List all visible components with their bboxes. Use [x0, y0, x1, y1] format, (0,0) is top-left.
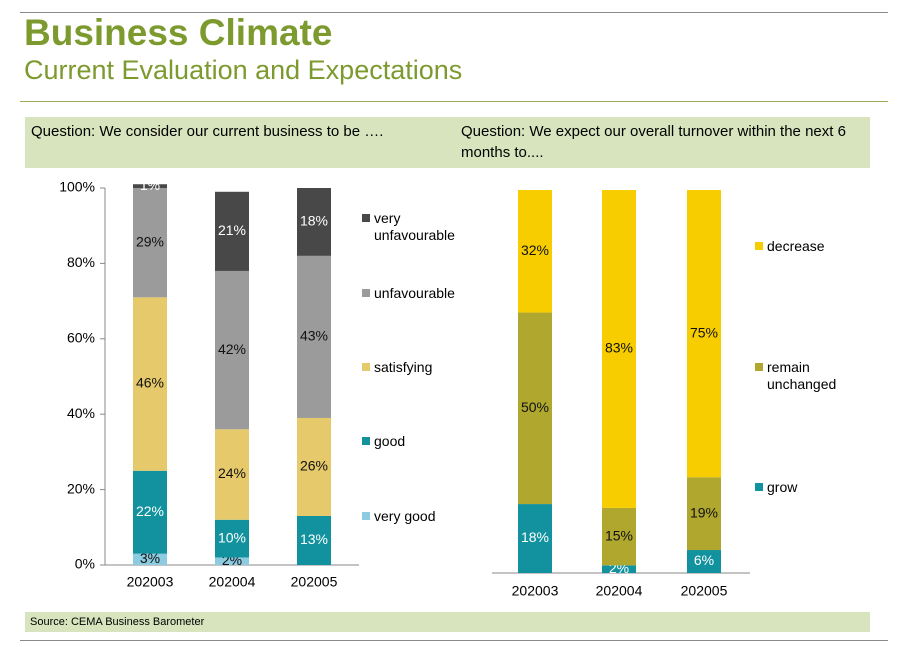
- bar-segment: [687, 550, 721, 573]
- y-tick-label: 40%: [67, 405, 95, 421]
- value-label: 1%: [140, 177, 160, 193]
- bar-segment: [602, 565, 636, 573]
- value-label: 24%: [218, 465, 246, 481]
- legend-label: grow: [767, 479, 798, 495]
- rule: [20, 101, 888, 102]
- x-tick-label: 202003: [127, 574, 174, 590]
- legend-swatch: [755, 363, 763, 371]
- legend-item: remain unchanged: [755, 359, 850, 393]
- legend-label: good: [374, 433, 406, 449]
- value-label: 26%: [300, 458, 328, 474]
- bar-segment: [297, 417, 331, 516]
- legend-swatch: [362, 437, 370, 445]
- bar-segment: [518, 190, 552, 313]
- value-label: 50%: [521, 399, 549, 415]
- legend-label: remain unchanged: [767, 359, 837, 392]
- rule: [20, 12, 888, 13]
- bar-segment: [687, 190, 721, 478]
- bar-segment: [518, 504, 552, 573]
- value-label: 22%: [136, 503, 164, 519]
- bar-segment: [215, 429, 249, 520]
- x-tick-label: 202004: [209, 574, 256, 590]
- value-label: 6%: [694, 552, 714, 568]
- bar-segment: [133, 188, 167, 298]
- x-tick-label: 202004: [596, 583, 643, 599]
- legend-item: satisfying: [362, 359, 462, 376]
- legend-item: unfavourable: [362, 285, 462, 302]
- question: Question: We expect our overall turnover…: [455, 117, 870, 168]
- legend-label: satisfying: [374, 359, 433, 375]
- bar-segment: [297, 188, 331, 256]
- x-tick-label: 202005: [681, 583, 728, 599]
- bar-segment: [215, 519, 249, 558]
- legend-item: grow: [755, 479, 850, 496]
- bar-segment: [518, 312, 552, 505]
- y-tick-label: 60%: [67, 330, 95, 346]
- legend-item: very good: [362, 508, 462, 525]
- x-tick-label: 202003: [512, 583, 559, 599]
- x-tick-label: 202005: [291, 574, 338, 590]
- bar-segment: [297, 515, 331, 565]
- bar-segment: [215, 270, 249, 430]
- legend-swatch: [362, 214, 370, 222]
- bar-segment: [687, 477, 721, 551]
- rule: [20, 640, 888, 641]
- bar-segment: [297, 255, 331, 418]
- bar-segment: [133, 184, 167, 188]
- value-label: 46%: [136, 375, 164, 391]
- y-tick-label: 100%: [59, 179, 95, 195]
- bar-segment: [133, 553, 167, 565]
- bar-segment: [215, 191, 249, 271]
- y-tick-label: 0%: [75, 556, 95, 572]
- legend-label: decrease: [767, 238, 825, 254]
- question: Question: We consider our current busine…: [25, 117, 455, 168]
- title: Business Climate: [24, 12, 333, 53]
- value-label: 75%: [690, 324, 718, 340]
- value-label: 10%: [218, 529, 246, 545]
- value-label: 43%: [300, 328, 328, 344]
- legend-label: very good: [374, 508, 436, 524]
- value-label: 83%: [605, 340, 633, 356]
- bar-segment: [602, 190, 636, 508]
- value-label: 29%: [136, 233, 164, 249]
- legend-swatch: [755, 483, 763, 491]
- bar-segment: [133, 470, 167, 554]
- legend-swatch: [755, 242, 763, 250]
- value-label: 18%: [300, 213, 328, 229]
- subtitle: Current Evaluation and Expectations: [24, 55, 463, 85]
- bar-segment: [602, 507, 636, 566]
- value-label: 3%: [140, 550, 160, 566]
- value-label: 42%: [218, 341, 246, 357]
- legend-swatch: [362, 363, 370, 371]
- source: Source: CEMA Business Barometer: [25, 612, 870, 632]
- bar-segment: [215, 557, 249, 565]
- legend-label: unfavourable: [374, 285, 455, 301]
- value-label: 18%: [521, 529, 549, 545]
- y-tick-label: 20%: [67, 480, 95, 496]
- y-tick-label: 80%: [67, 254, 95, 270]
- legend-item: good: [362, 433, 462, 450]
- value-label: 19%: [690, 504, 718, 520]
- bar-segment: [133, 297, 167, 471]
- legend-swatch: [362, 512, 370, 520]
- value-label: 15%: [605, 527, 633, 543]
- value-label: 13%: [300, 531, 328, 547]
- value-label: 21%: [218, 222, 246, 238]
- legend-swatch: [362, 289, 370, 297]
- legend-item: very unfavourable: [362, 210, 462, 244]
- legend-label: very unfavourable: [374, 210, 455, 243]
- legend-item: decrease: [755, 238, 850, 255]
- value-label: 32%: [521, 242, 549, 258]
